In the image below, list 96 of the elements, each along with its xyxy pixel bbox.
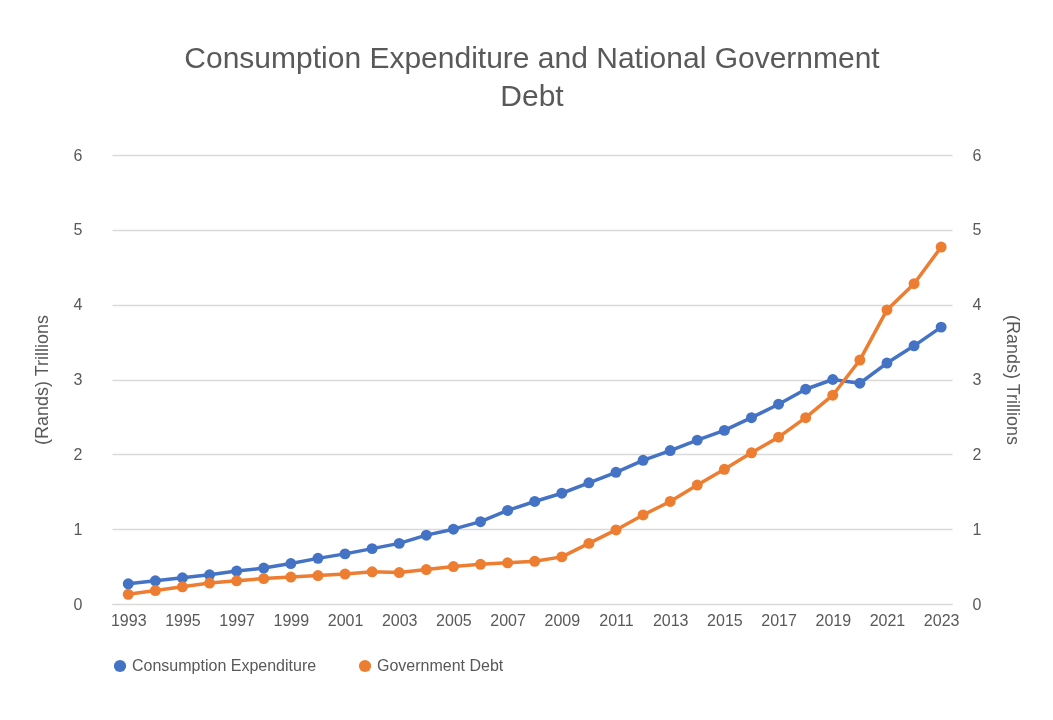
x-tick-label: 1999 [273, 611, 310, 629]
point [393, 567, 405, 579]
point [149, 575, 161, 587]
point [122, 588, 134, 600]
point [149, 585, 161, 596]
y-tick-label: 3 [73, 371, 83, 388]
point [908, 278, 920, 290]
chart-title: Consumption Expenditure and National Government Debt [184, 41, 881, 112]
point [583, 477, 595, 489]
y-tick-label: 6 [73, 146, 83, 164]
point [827, 389, 839, 401]
point [339, 568, 351, 580]
x-tick-label: 2003 [381, 611, 418, 629]
y2-tick-label: 6 [972, 146, 982, 164]
point [312, 570, 324, 582]
point [556, 487, 568, 499]
x-tick-label: 2007 [490, 611, 527, 629]
point [420, 564, 432, 576]
y-tick-label: 2 [73, 445, 83, 463]
point [475, 516, 486, 528]
x-tick-label: 2023 [923, 611, 960, 629]
point [664, 445, 676, 457]
x-tick-label: 2021 [869, 611, 906, 629]
x-tick-label: 2013 [652, 611, 689, 629]
point [502, 557, 514, 569]
point [746, 447, 757, 459]
point [800, 412, 812, 424]
y2-tick-label: 3 [972, 371, 982, 388]
point [935, 241, 947, 253]
point [366, 543, 378, 555]
x-tick-label: 1995 [165, 611, 201, 629]
point [691, 479, 703, 491]
x-tick-label: 2005 [436, 611, 472, 629]
point [583, 537, 595, 549]
point [339, 548, 351, 560]
point [285, 571, 297, 583]
point [176, 572, 188, 584]
point [773, 398, 785, 410]
y2-tick-label: 0 [972, 595, 982, 613]
y-tick-label: 5 [73, 221, 83, 239]
point [718, 424, 730, 436]
point [881, 357, 893, 369]
point [854, 377, 866, 389]
x-tick-label: 2011 [599, 611, 634, 629]
y2-tick-label: 4 [972, 296, 982, 314]
y-tick-label: 0 [73, 595, 83, 613]
x-tick-label: 2001 [327, 611, 364, 629]
x-tick-label: 1997 [219, 611, 256, 629]
x-tick-label: 2009 [544, 611, 581, 629]
point [122, 578, 134, 590]
point [475, 558, 486, 570]
point [285, 558, 297, 570]
point [637, 509, 649, 521]
point [935, 321, 947, 333]
point [854, 354, 866, 366]
point [447, 561, 459, 573]
point [610, 524, 622, 536]
x-tick-label: 1993 [110, 611, 147, 629]
x-tick-label: 2015 [707, 611, 743, 629]
point [258, 562, 270, 574]
point [827, 374, 839, 385]
point [691, 434, 703, 446]
point [204, 577, 216, 589]
point [231, 565, 243, 577]
point [556, 551, 568, 563]
point [908, 340, 920, 352]
point [258, 573, 270, 585]
point [664, 496, 676, 507]
point [610, 466, 622, 478]
y-tick-label: 4 [73, 296, 83, 314]
point [312, 552, 324, 564]
y2-tick-label: 2 [972, 445, 982, 463]
y2-tick-label: 1 [972, 520, 982, 538]
point [393, 537, 405, 549]
y2-tick-label: 5 [972, 221, 982, 239]
y-tick-label: 1 [73, 520, 83, 538]
point [529, 555, 541, 567]
x-tick-label: 2019 [815, 611, 852, 629]
y2-axis-title: (Rands) Trillions [1003, 314, 1024, 446]
point [800, 383, 812, 395]
y-axis-title: (Rands) Trillions [31, 314, 52, 446]
point [773, 431, 785, 443]
point [502, 504, 514, 516]
point [718, 463, 730, 475]
point [420, 529, 432, 541]
point [746, 412, 757, 424]
legend-label: Government Debt [377, 657, 504, 674]
point [366, 566, 378, 578]
x-tick-label: 2017 [761, 611, 797, 629]
point [176, 581, 188, 593]
point [529, 496, 541, 507]
legend-label: Consumption Expenditure [132, 657, 317, 674]
point [637, 454, 649, 466]
point [447, 523, 459, 535]
point [231, 575, 243, 587]
point [881, 304, 893, 316]
